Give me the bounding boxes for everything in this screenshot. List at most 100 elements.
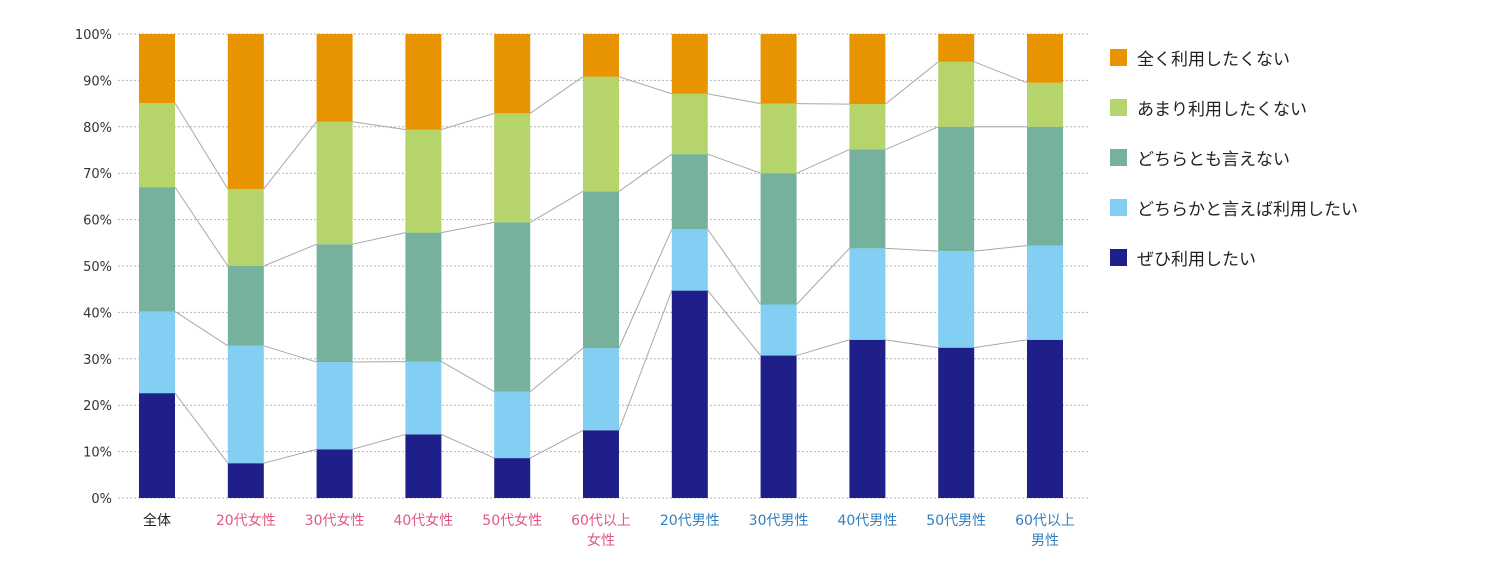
legend-label: あまり利用したくない xyxy=(1137,99,1307,120)
bar-segment xyxy=(849,34,886,105)
legend-swatch xyxy=(1110,48,1127,66)
bar-segment xyxy=(494,458,531,498)
connector-line xyxy=(529,190,584,223)
bar-segment xyxy=(405,361,442,435)
bar-segment xyxy=(671,229,708,291)
x-tick-label: 60代以上女性 xyxy=(571,513,631,549)
connector-line xyxy=(796,339,850,357)
bar-segment xyxy=(849,248,886,340)
connector-line xyxy=(974,245,1028,252)
bar-segment xyxy=(760,34,797,104)
y-tick-label: 70% xyxy=(83,167,112,182)
connector-line xyxy=(441,221,495,234)
bar-segment xyxy=(227,345,264,464)
y-tick-label: 0% xyxy=(91,492,112,507)
bar-segment xyxy=(760,355,797,498)
connector-line xyxy=(796,149,850,174)
x-tick-label: 40代男性 xyxy=(837,513,897,529)
connector-line xyxy=(618,76,672,95)
x-axis-labels: 全体 20代女性 30代女性 40代女性 50代女性 60代以上女性 20代男性 30代男性 4… xyxy=(143,512,1075,549)
bar-segment xyxy=(1027,245,1063,340)
legend-swatch xyxy=(1110,148,1127,166)
bar-segment xyxy=(494,34,531,114)
connector-line xyxy=(263,243,317,267)
bar-segment xyxy=(139,311,175,394)
bar-segment xyxy=(316,121,353,245)
connector-line xyxy=(707,153,761,174)
connector-line xyxy=(263,345,317,363)
bar-segment xyxy=(405,34,442,130)
bar-segment xyxy=(227,463,264,498)
connector-line xyxy=(352,232,406,245)
connector-line xyxy=(707,93,761,105)
bar-segment xyxy=(139,393,175,498)
connector-line xyxy=(885,126,939,150)
bar-segment xyxy=(849,149,886,249)
connector-line xyxy=(974,339,1028,349)
connector-line xyxy=(441,433,495,459)
legend-item: あまり利用したくない xyxy=(1110,82,1358,132)
bar-segment xyxy=(494,222,531,392)
bar-segment xyxy=(849,104,886,150)
x-tick-label: 50代男性 xyxy=(926,513,986,529)
bar-segment xyxy=(316,362,353,450)
connector-line xyxy=(352,433,406,450)
connector-line xyxy=(618,290,673,431)
bar-segment xyxy=(316,449,353,498)
x-tick-label: 20代女性 xyxy=(216,512,276,529)
bar-segment xyxy=(1027,126,1063,246)
x-tick-label: 60代以上男性 xyxy=(1015,513,1075,549)
x-tick-label: 30代男性 xyxy=(749,513,809,529)
y-tick-label: 80% xyxy=(83,121,112,136)
bar-segment xyxy=(1027,339,1063,498)
legend: 全く利用したくない あまり利用したくない どちらとも言えない どちらかと言えば利用した… xyxy=(1110,32,1358,282)
x-tick-label: 50代女性 xyxy=(482,512,542,529)
connector-line xyxy=(707,229,762,305)
bar-segment xyxy=(583,34,619,77)
bar-segment xyxy=(405,434,442,498)
y-tick-label: 90% xyxy=(83,74,112,89)
y-tick-label: 30% xyxy=(83,353,112,368)
connector-line xyxy=(529,429,584,459)
bar-segment xyxy=(938,34,975,62)
bar-segment xyxy=(227,188,264,266)
y-tick-label: 20% xyxy=(83,399,112,414)
connector-line xyxy=(707,290,761,356)
stacked-bar-chart: 0% 10% 20% 30% 40% 50% 60% 70% 80% 90% 100% 全体 20代女… xyxy=(75,28,1090,549)
bar-segment xyxy=(938,347,975,498)
legend-label: 全く利用したくない xyxy=(1137,49,1290,70)
bars xyxy=(139,34,1063,498)
bar-segment xyxy=(583,348,619,431)
legend-label: どちらかと言えば利用したい xyxy=(1137,199,1358,220)
bar-segment xyxy=(316,244,353,363)
legend-swatch xyxy=(1110,98,1127,116)
bar-segment xyxy=(1027,82,1063,127)
bar-segment xyxy=(139,187,175,312)
connector-line xyxy=(529,76,584,114)
y-axis: 0% 10% 20% 30% 40% 50% 60% 70% 80% 90% 100% xyxy=(75,28,112,507)
y-tick-label: 10% xyxy=(83,446,112,461)
bar-segment xyxy=(938,126,975,252)
connector-line xyxy=(885,61,939,105)
bar-segment xyxy=(494,391,531,459)
bar-segment xyxy=(938,61,975,127)
connector-line xyxy=(885,247,939,252)
connector-line xyxy=(174,392,229,464)
x-tick-label: 20代男性 xyxy=(660,513,720,529)
bar-segment xyxy=(760,173,797,305)
bar-segment xyxy=(671,34,708,94)
connector-line xyxy=(263,448,317,464)
connector-line xyxy=(618,229,673,349)
legend-swatch xyxy=(1110,248,1127,266)
connector-line xyxy=(796,248,850,305)
bar-segment xyxy=(139,34,175,104)
connector-line xyxy=(174,186,229,267)
x-tick-label: 30代女性 xyxy=(305,512,365,529)
x-tick-label: 全体 xyxy=(143,512,171,529)
y-tick-label: 60% xyxy=(83,214,112,229)
connector-line xyxy=(885,339,939,349)
bar-segment xyxy=(583,76,619,192)
bar-segment xyxy=(227,266,264,346)
bar-segment xyxy=(671,154,708,230)
bar-segment xyxy=(760,103,797,174)
